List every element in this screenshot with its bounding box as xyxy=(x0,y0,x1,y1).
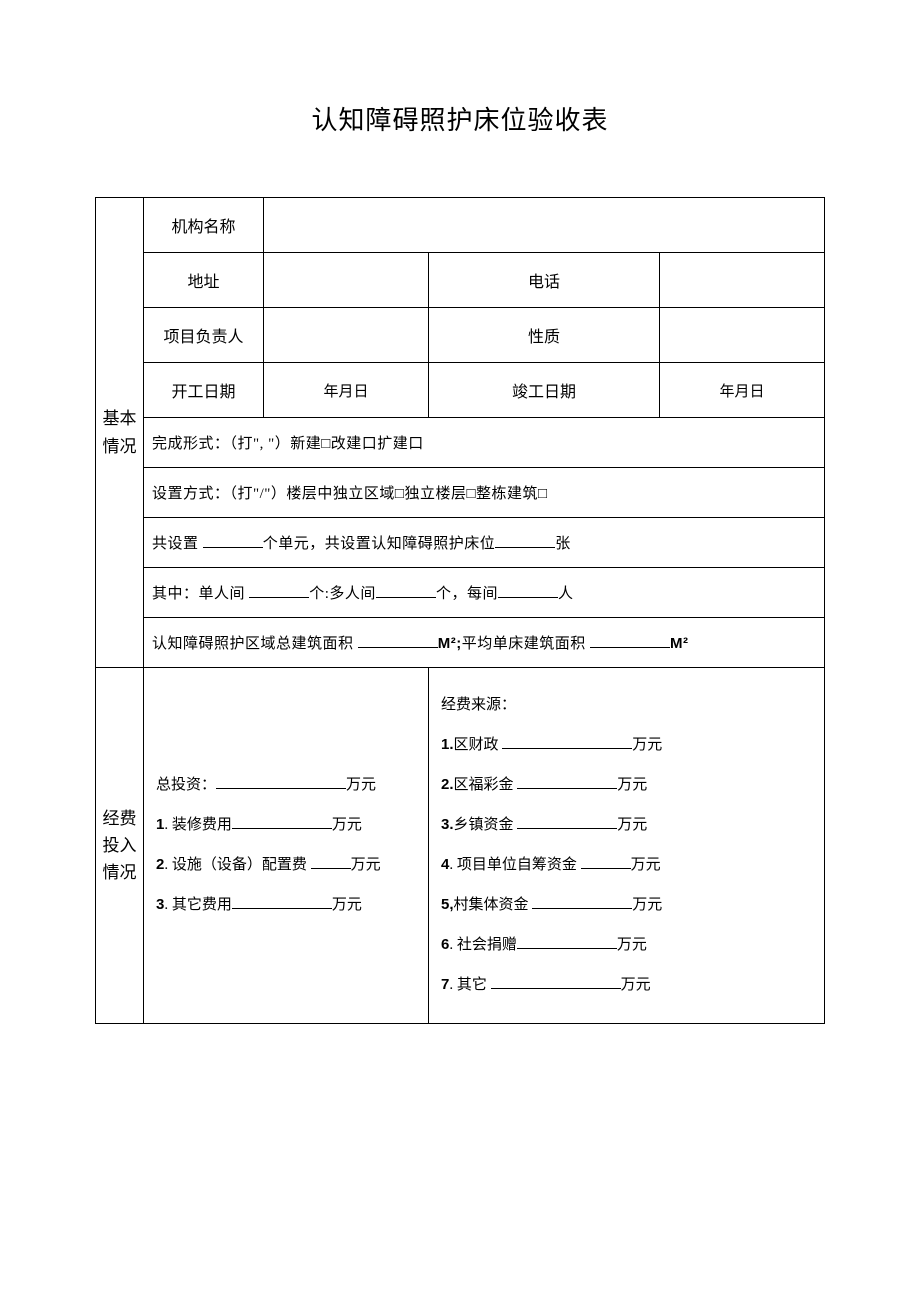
left-text-3: . 其它费用 xyxy=(164,897,232,913)
completion-form-row: 完成形式：（打", "）新建□改建口扩建口 xyxy=(144,418,825,468)
total-label: 总投资： xyxy=(156,777,216,793)
right-blank-5 xyxy=(532,894,632,909)
left-item-1: 1. 装修费用万元 xyxy=(156,805,416,845)
right-item-5: 5,村集体资金 万元 xyxy=(441,885,812,925)
left-blank-2 xyxy=(311,854,351,869)
right-item-2: 2.区福彩金 万元 xyxy=(441,765,812,805)
start-date-label: 开工日期 xyxy=(144,363,264,418)
left-blank-3 xyxy=(232,894,332,909)
right-text-6: . 社会捐赠 xyxy=(449,937,517,953)
section-basic-info-label: 基本情况 xyxy=(96,198,144,668)
right-unit-1: 万元 xyxy=(632,737,662,753)
nature-value xyxy=(660,308,825,363)
right-blank-6 xyxy=(517,934,617,949)
right-num-2: 2. xyxy=(441,776,454,793)
left-unit-2: 万元 xyxy=(351,857,381,873)
right-item-3: 3.乡镇资金 万元 xyxy=(441,805,812,845)
org-name-value xyxy=(264,198,825,253)
total-unit: 万元 xyxy=(346,777,376,793)
units-blank-2 xyxy=(495,533,555,548)
right-item-6: 6. 社会捐赠万元 xyxy=(441,925,812,965)
right-blank-3 xyxy=(517,814,617,829)
address-value xyxy=(264,253,429,308)
units-text-2: 个单元，共设置认知障碍照护床位 xyxy=(263,536,496,552)
right-unit-7: 万元 xyxy=(621,977,651,993)
rooms-blank-2 xyxy=(376,583,436,598)
right-num-5: 5, xyxy=(441,896,454,913)
rooms-text-4: 人 xyxy=(558,586,574,602)
end-date-value: 年月日 xyxy=(660,363,825,418)
right-unit-2: 万元 xyxy=(617,777,647,793)
area-text-1: 认知障碍照护区域总建筑面积 xyxy=(152,636,358,652)
right-item-7: 7. 其它 万元 xyxy=(441,965,812,1005)
section-finance-label: 经费投入情况 xyxy=(96,668,144,1024)
rooms-text-2: 个:多人间 xyxy=(309,586,376,602)
units-text-1: 共设置 xyxy=(152,536,203,552)
start-date-value: 年月日 xyxy=(264,363,429,418)
leader-label: 项目负责人 xyxy=(144,308,264,363)
right-item-4: 4. 项目单位自筹资金 万元 xyxy=(441,845,812,885)
area-unit-1: M²; xyxy=(438,635,462,652)
org-name-label: 机构名称 xyxy=(144,198,264,253)
area-row: 认知障碍照护区域总建筑面积 M²;平均单床建筑面积 M² xyxy=(144,618,825,668)
left-item-3: 3. 其它费用万元 xyxy=(156,885,416,925)
rooms-text-3: 个，每间 xyxy=(436,586,498,602)
units-row: 共设置 个单元，共设置认知障碍照护床位 张 xyxy=(144,518,825,568)
right-blank-1 xyxy=(502,734,632,749)
right-unit-3: 万元 xyxy=(617,817,647,833)
units-text-3: 张 xyxy=(555,536,571,552)
right-text-7: . 其它 xyxy=(449,977,490,993)
right-num-1: 1. xyxy=(441,736,454,753)
finance-right-cell: 经费来源： 1.区财政 万元 2.区福彩金 万元 3.乡镇资金 万元 4. 项目… xyxy=(429,668,825,1024)
area-text-2: 平均单床建筑面积 xyxy=(462,636,590,652)
left-blank-1 xyxy=(232,814,332,829)
address-label: 地址 xyxy=(144,253,264,308)
left-unit-3: 万元 xyxy=(332,897,362,913)
phone-label: 电话 xyxy=(429,253,660,308)
right-blank-4 xyxy=(581,854,631,869)
rooms-text-1: 其中：单人间 xyxy=(152,586,249,602)
left-unit-1: 万元 xyxy=(332,817,362,833)
rooms-blank-3 xyxy=(498,583,558,598)
finance-left-cell: 总投资：万元 1. 装修费用万元 2. 设施（设备）配置费 万元 3. 其它费用… xyxy=(144,668,429,1024)
page-title: 认知障碍照护床位验收表 xyxy=(95,100,825,137)
right-blank-7 xyxy=(491,974,621,989)
right-unit-4: 万元 xyxy=(631,857,661,873)
units-blank-1 xyxy=(203,533,263,548)
left-text-1: . 装修费用 xyxy=(164,817,232,833)
rooms-row: 其中：单人间 个:多人间 个，每间 人 xyxy=(144,568,825,618)
area-blank-1 xyxy=(358,633,438,648)
rooms-blank-1 xyxy=(249,583,309,598)
funding-source-header: 经费来源： xyxy=(441,686,812,725)
right-blank-2 xyxy=(517,774,617,789)
phone-value xyxy=(660,253,825,308)
inspection-table: 基本情况 机构名称 地址 电话 项目负责人 性质 开工日期 年月日 竣工日期 年… xyxy=(95,197,825,1024)
leader-value xyxy=(264,308,429,363)
left-text-2: . 设施（设备）配置费 xyxy=(164,857,310,873)
right-text-2: 区福彩金 xyxy=(454,777,518,793)
total-investment-line: 总投资： 万元 xyxy=(156,766,416,805)
right-item-1: 1.区财政 万元 xyxy=(441,725,812,765)
nature-label: 性质 xyxy=(429,308,660,363)
area-blank-2 xyxy=(590,633,670,648)
setup-method-row: 设置方式：（打"/"）楼层中独立区域□独立楼层□整栋建筑□ xyxy=(144,468,825,518)
left-item-2: 2. 设施（设备）配置费 万元 xyxy=(156,845,416,885)
right-unit-5: 万元 xyxy=(632,897,662,913)
right-text-1: 区财政 xyxy=(454,737,503,753)
right-text-4: . 项目单位自筹资金 xyxy=(449,857,580,873)
total-blank xyxy=(216,774,346,789)
right-text-3: 乡镇资金 xyxy=(454,817,518,833)
end-date-label: 竣工日期 xyxy=(429,363,660,418)
right-num-3: 3. xyxy=(441,816,454,833)
right-text-5: 村集体资金 xyxy=(454,897,533,913)
right-unit-6: 万元 xyxy=(617,937,647,953)
area-unit-2: M² xyxy=(670,635,689,652)
